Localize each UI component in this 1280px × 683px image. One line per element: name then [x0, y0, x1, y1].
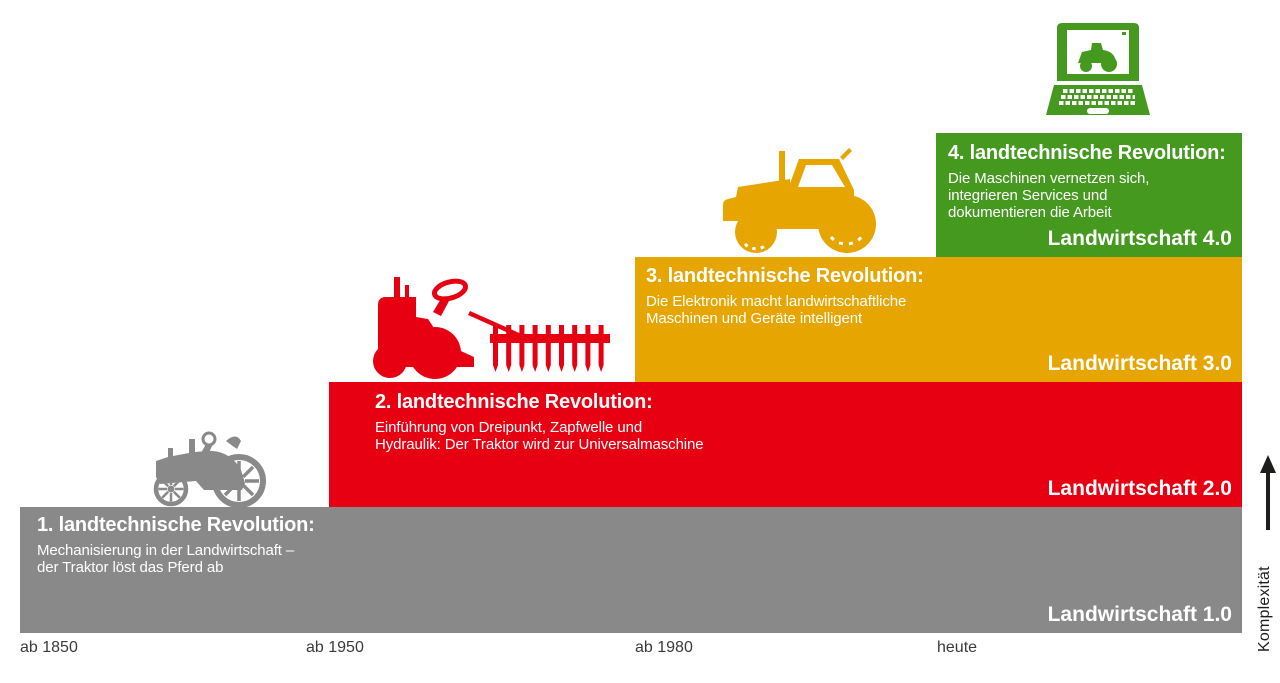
x-axis-label-ab-1850: ab 1850 [20, 639, 78, 656]
band-2-description: Einführung von Dreipunkt, Zapfwelle und … [375, 419, 1242, 453]
description-line: der Traktor löst das Pferd ab [37, 559, 224, 576]
description-line: Die Elektronik macht landwirtschaftliche [646, 293, 907, 310]
classic-tractor-icon [373, 277, 610, 379]
band-2-heading: 2. landtechnische Revolution: [375, 391, 653, 413]
description-line: Mechanisierung in der Landwirtschaft – [37, 542, 295, 559]
band-landwirtschaft-4: 4. landtechnische Revolution: Die Maschi… [936, 133, 1242, 257]
description-line: Maschinen und Geräte intelligent [646, 310, 863, 327]
description-line: Einführung von Dreipunkt, Zapfwelle und [375, 419, 643, 436]
complexity-up-arrow-icon [1260, 455, 1276, 530]
x-axis-label-heute: heute [937, 639, 978, 656]
band-1-description: Mechanisierung in der Landwirtschaft – d… [37, 542, 1242, 576]
band-4-label: Landwirtschaft 4.0 [1047, 227, 1232, 250]
band-2-label: Landwirtschaft 2.0 [1047, 477, 1232, 500]
band-4-description: Die Maschinen vernetzen sich, integriere… [948, 170, 1242, 221]
band-3-label: Landwirtschaft 3.0 [1047, 352, 1232, 375]
band-landwirtschaft-2: 2. landtechnische Revolution: Einführung… [329, 382, 1242, 507]
x-axis-label-ab-1980: ab 1980 [635, 639, 693, 656]
band-4-heading: 4. landtechnische Revolution: [948, 142, 1226, 164]
band-landwirtschaft-3: 3. landtechnische Revolution: Die Elektr… [635, 257, 1242, 382]
description-line: dokumentieren die Arbeit [948, 204, 1112, 221]
description-line: integrieren Services und [948, 187, 1108, 204]
band-1-label: Landwirtschaft 1.0 [1047, 603, 1232, 626]
x-axis-label-ab-1950: ab 1950 [306, 639, 364, 656]
band-landwirtschaft-1: 1. landtechnische Revolution: Mechanisie… [20, 507, 1242, 633]
description-line: Hydraulik: Der Traktor wird zur Universa… [375, 436, 704, 453]
vintage-tractor-icon [153, 431, 266, 507]
y-axis-label-komplexitaet: Komplexität [1256, 566, 1273, 652]
description-line: Die Maschinen vernetzen sich, [948, 170, 1150, 187]
modern-tractor-icon [723, 148, 876, 253]
laptop-tractor-icon [1046, 23, 1150, 115]
band-3-description: Die Elektronik macht landwirtschaftliche… [646, 293, 1242, 327]
band-1-heading: 1. landtechnische Revolution: [37, 514, 315, 536]
band-3-heading: 3. landtechnische Revolution: [646, 265, 924, 287]
